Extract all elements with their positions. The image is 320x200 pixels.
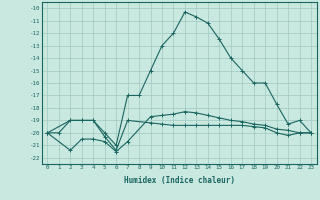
X-axis label: Humidex (Indice chaleur): Humidex (Indice chaleur) <box>124 176 235 185</box>
